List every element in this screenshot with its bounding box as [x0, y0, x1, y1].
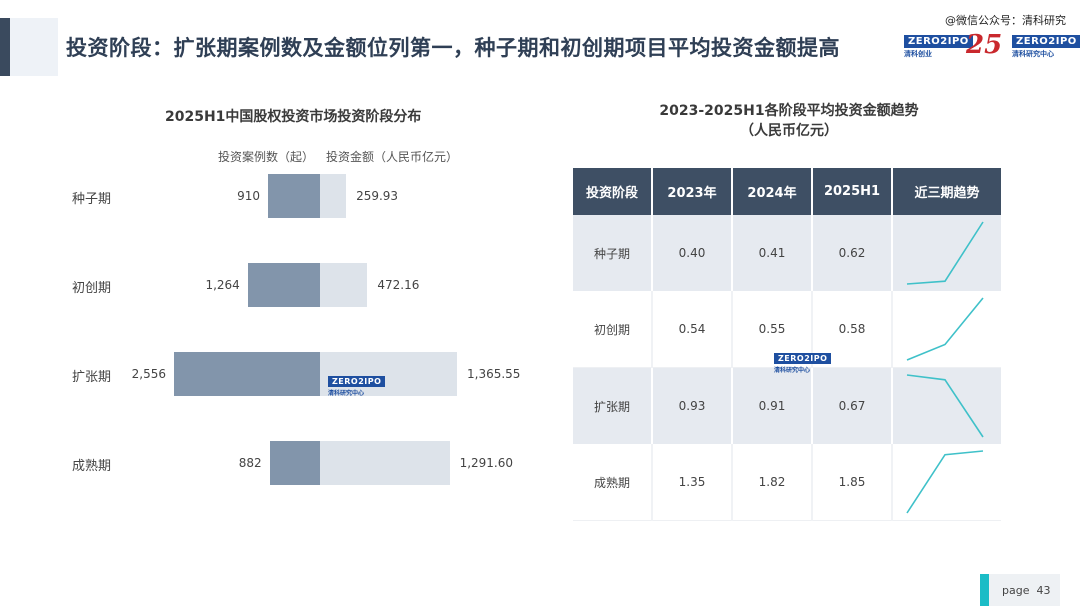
- table-header-row: 投资阶段 2023年 2024年 2025H1 近三期趋势: [573, 168, 1001, 215]
- count-value-label: 2,556: [131, 367, 166, 381]
- count-value-label: 882: [238, 456, 262, 470]
- value-cell: 0.67: [812, 367, 893, 444]
- count-bar: [269, 441, 320, 485]
- trend-cell: [892, 291, 1001, 368]
- logo-subtitle: 清科研究中心: [1012, 50, 1054, 58]
- watermark-wordmark: ZERO2IPO: [774, 353, 832, 364]
- sparkline-path: [906, 297, 984, 361]
- trend-cell: [892, 444, 1001, 521]
- value-cell: 0.54: [652, 291, 733, 368]
- legend-count: 投资案例数（起）: [218, 150, 315, 164]
- stage-label: 种子期: [72, 192, 112, 207]
- value-cell: 0.41: [732, 215, 813, 291]
- watermark-logo: ZERO2IPO 清科研究中心: [774, 353, 832, 374]
- logo-wordmark: ZERO2IPO: [1012, 35, 1080, 48]
- page-number-value: 43: [1036, 584, 1051, 597]
- stage-label: 扩张期: [72, 370, 112, 385]
- legend-amount: 投资金额（人民币亿元）: [326, 150, 459, 164]
- right-chart-subtitle: （人民币亿元）: [740, 123, 838, 139]
- amount-bar: [320, 441, 450, 485]
- amount-value-label: 259.93: [356, 189, 399, 203]
- stage-cell: 扩张期: [573, 367, 653, 444]
- page-number-accent: [980, 574, 989, 606]
- value-cell: 1.85: [812, 444, 893, 521]
- trend-cell: [892, 215, 1001, 291]
- amount-bar: [320, 263, 368, 307]
- page-number: page 43: [1002, 584, 1050, 597]
- logo-subtitle: 清科创业: [904, 50, 932, 58]
- table-row: 种子期 0.40 0.41 0.62: [573, 215, 1001, 291]
- amount-value-label: 1,291.60: [459, 456, 514, 470]
- count-value-label: 910: [237, 189, 261, 203]
- value-cell: 0.91: [732, 367, 813, 444]
- value-cell: 0.40: [652, 215, 733, 291]
- count-bar: [268, 174, 320, 218]
- trend-sparkline: [906, 450, 984, 514]
- count-bar: [174, 352, 320, 396]
- trend-sparkline: [906, 374, 984, 438]
- header-trend: 近三期趋势: [892, 168, 1001, 215]
- value-cell: 0.62: [812, 215, 893, 291]
- count-bar: [247, 263, 320, 307]
- right-chart-title-main: 2023-2025H1各阶段平均投资金额趋势: [659, 103, 919, 119]
- stage-cell: 初创期: [573, 291, 653, 368]
- watermark-wordmark: ZERO2IPO: [328, 376, 386, 387]
- left-chart-title: 2025H1中国股权投资市场投资阶段分布: [165, 109, 422, 125]
- amount-value-label: 1,365.55: [467, 367, 521, 381]
- sparkline-path: [906, 374, 984, 438]
- table-row: 扩张期 0.93 0.91 0.67: [573, 367, 1001, 444]
- count-value-label: 1,264: [205, 278, 240, 292]
- right-chart-title: 2023-2025H1各阶段平均投资金额趋势 （人民币亿元）: [630, 101, 948, 141]
- header-2023: 2023年: [652, 168, 733, 215]
- trend-sparkline: [906, 221, 984, 285]
- header-2024: 2024年: [732, 168, 813, 215]
- trend-table: 投资阶段 2023年 2024年 2025H1 近三期趋势 种子期 0.40 0.4…: [573, 168, 1001, 521]
- anniversary-logo: 25: [966, 30, 1003, 60]
- zero2ipo-ventures-logo: ZERO2IPO 清科创业: [904, 35, 973, 63]
- stage-cell: 种子期: [573, 215, 653, 291]
- stage-cell: 成熟期: [573, 444, 653, 521]
- stage-label: 成熟期: [72, 459, 112, 474]
- amount-bar: [320, 352, 457, 396]
- trend-sparkline: [906, 297, 984, 361]
- value-cell: 0.58: [812, 291, 893, 368]
- zero2ipo-research-logo: ZERO2IPO 清科研究中心: [1012, 35, 1080, 63]
- logo-wordmark: ZERO2IPO: [904, 35, 973, 48]
- sparkline-path: [906, 450, 984, 514]
- sparkline-path: [906, 221, 984, 285]
- amount-value-label: 472.16: [377, 278, 420, 292]
- stage-label: 初创期: [72, 281, 112, 296]
- watermark-subtitle: 清科研究中心: [774, 367, 811, 374]
- watermark-subtitle: 清科研究中心: [328, 390, 365, 397]
- table-row: 成熟期 1.35 1.82 1.85: [573, 444, 1001, 521]
- watermark-logo: ZERO2IPO 清科研究中心: [328, 376, 386, 397]
- header-2025h1: 2025H1: [812, 168, 893, 215]
- value-cell: 1.82: [732, 444, 813, 521]
- page-title: 投资阶段：扩张期案例数及金额位列第一，种子期和初创期项目平均投资金额提高: [66, 36, 840, 60]
- amount-bar: [320, 174, 347, 218]
- header-stage: 投资阶段: [573, 168, 653, 215]
- page-number-box: [980, 574, 1060, 606]
- header-accent-bar: [0, 18, 10, 76]
- page-label: page: [1002, 584, 1030, 597]
- value-cell: 0.93: [652, 367, 733, 444]
- value-cell: 1.35: [652, 444, 733, 521]
- wechat-credit: @微信公众号：清科研究: [945, 14, 1066, 27]
- trend-cell: [892, 367, 1001, 444]
